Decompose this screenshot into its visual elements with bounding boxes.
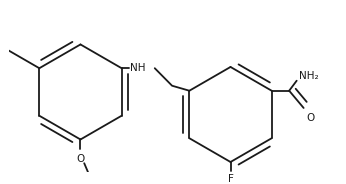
Text: NH₂: NH₂ [299,71,319,81]
Text: O: O [76,155,85,164]
Text: NH: NH [130,63,146,73]
Text: O: O [306,113,315,123]
Text: F: F [228,174,234,184]
